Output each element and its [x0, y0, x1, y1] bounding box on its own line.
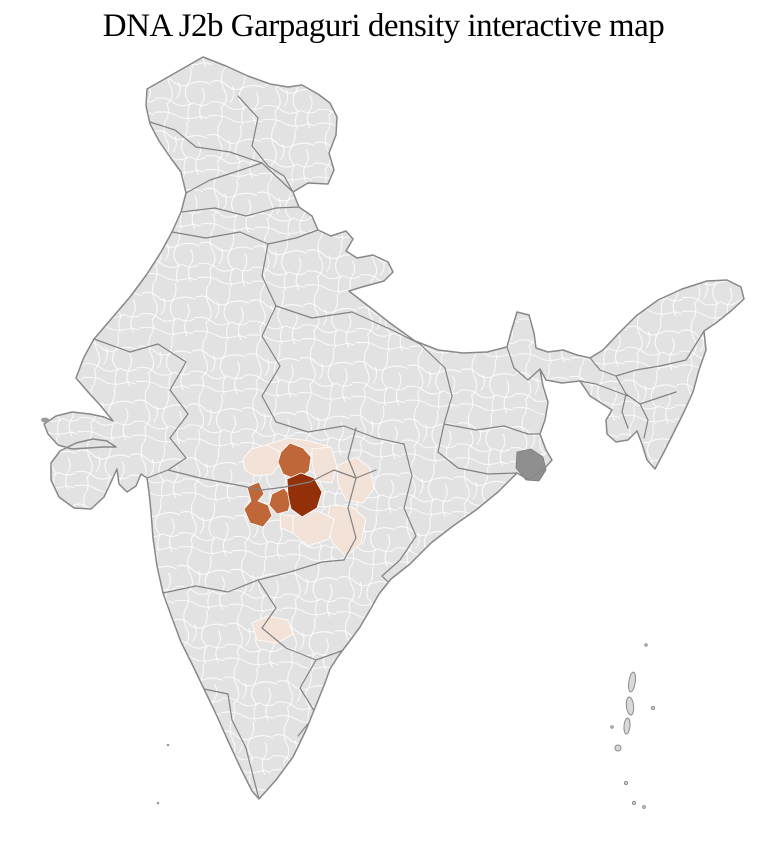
state-boundaries	[93, 95, 705, 799]
andaman-nicobar-islands	[610, 643, 655, 809]
medium-density-districts	[243, 442, 312, 528]
district-low-density[interactable]	[311, 446, 338, 484]
district-low-density[interactable]	[251, 615, 294, 644]
district-boundaries	[44, 57, 744, 799]
district-low-density[interactable]	[279, 513, 294, 534]
page-title: DNA J2b Garpaguri density interactive ma…	[102, 8, 665, 44]
district-high-density[interactable]	[286, 472, 323, 518]
district-medium-density[interactable]	[268, 487, 293, 515]
low-density-districts	[242, 437, 375, 644]
district-medium-density[interactable]	[277, 442, 312, 481]
kutch-island	[41, 417, 49, 423]
lakshadweep-islands	[156, 743, 170, 805]
